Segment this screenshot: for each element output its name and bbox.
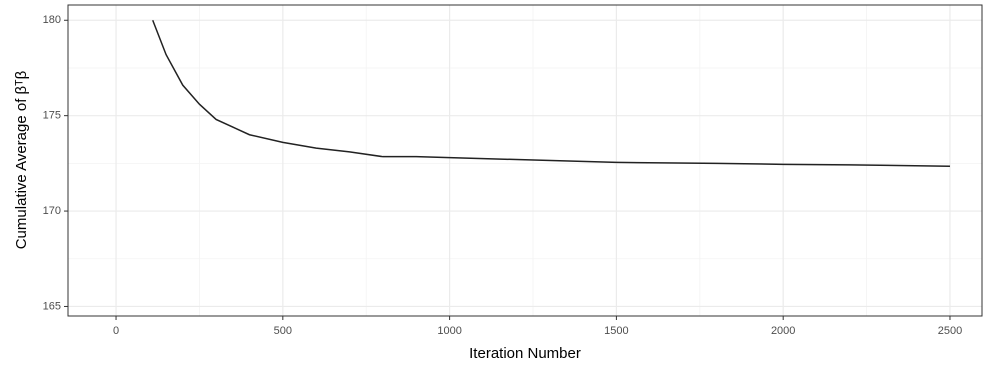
x-tick-label: 1000 (437, 325, 461, 337)
x-tick-label: 2500 (938, 325, 962, 337)
x-tick-label: 500 (274, 325, 292, 337)
x-tick-label: 1500 (604, 325, 628, 337)
y-tick-label: 170 (43, 205, 61, 217)
x-tick-label: 2000 (771, 325, 795, 337)
y-tick-label: 175 (43, 110, 61, 122)
y-tick-label: 180 (43, 14, 61, 26)
y-axis-title: Cumulative Average of βᵀβ (13, 70, 30, 249)
line-series (152, 19, 950, 167)
y-tick-label: 165 (43, 300, 61, 312)
x-tick-label: 0 (113, 325, 119, 337)
x-axis-title: Iteration Number (469, 345, 581, 362)
panel-border (67, 4, 983, 317)
